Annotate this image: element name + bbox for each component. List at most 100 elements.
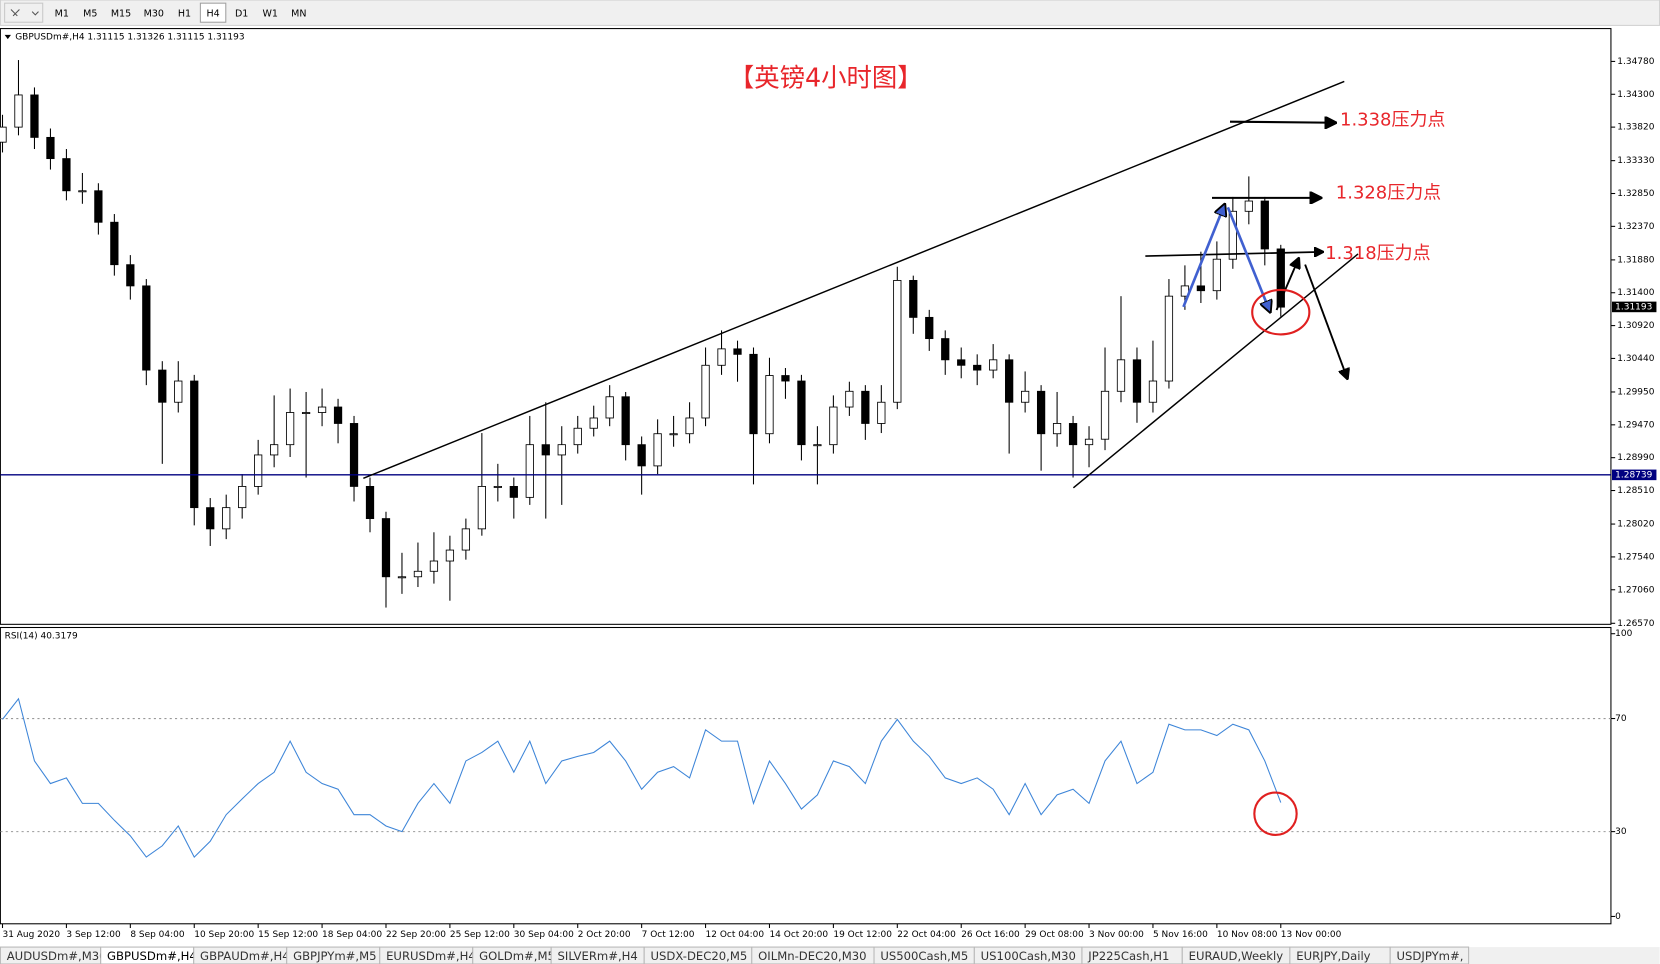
candle-body: [557, 444, 566, 456]
tab[interactable]: [1389, 946, 1470, 964]
timeframe-label[interactable]: D1: [235, 8, 248, 19]
timeframe-label[interactable]: H1: [178, 8, 191, 19]
candle-body: [30, 94, 39, 138]
candle-body: [701, 364, 710, 419]
candle-body: [285, 412, 295, 446]
price-pane: [0, 28, 1612, 625]
annotation: 1.328压力点: [1336, 183, 1441, 204]
candle-body: [717, 348, 726, 366]
tab-label[interactable]: GBPJPYm#,M5: [293, 949, 376, 963]
tab-label[interactable]: GBPAUDm#,H4: [200, 949, 290, 963]
price-tag-label: 1.28739: [1615, 470, 1652, 480]
candle-body: [541, 444, 550, 456]
y-tick-label: 1.33820: [1617, 123, 1654, 133]
candle-body: [957, 359, 966, 366]
tab-label[interactable]: GBPUSDm#,H4: [107, 949, 197, 963]
candle-body: [1196, 285, 1206, 292]
tab-label[interactable]: US500Cash,M5: [880, 949, 968, 963]
timeframe-button[interactable]: [286, 3, 312, 23]
tab-label[interactable]: EURAUD,Weekly: [1189, 949, 1284, 963]
rsi-pane: [0, 626, 1612, 925]
timeframe-label[interactable]: W1: [262, 8, 277, 19]
candle-body: [1244, 200, 1253, 212]
tab-label[interactable]: OILMn-DEC20,M30: [758, 949, 866, 963]
y-tick-label: 1.29950: [1617, 387, 1654, 397]
y-tick-label: 1.31400: [1617, 288, 1654, 298]
candle-body: [1005, 359, 1014, 403]
tool-icon[interactable]: [4, 2, 44, 23]
candle-body: [605, 396, 614, 419]
x-tick-label: 22 Oct 04:00: [897, 930, 956, 940]
tab-label[interactable]: SILVERm#,H4: [558, 949, 638, 963]
candle-body: [813, 444, 822, 447]
candle-body: [525, 444, 534, 498]
timeframe-label[interactable]: MN: [291, 8, 306, 19]
x-tick-label: 18 Sep 04:00: [322, 930, 382, 940]
candle-body: [62, 158, 71, 192]
y-tick-label: 1.33330: [1617, 156, 1654, 166]
timeframe-label[interactable]: H4: [206, 8, 219, 19]
timeframe-button[interactable]: [139, 3, 169, 23]
timeframe-button[interactable]: [257, 3, 283, 23]
arrow: [1304, 264, 1347, 379]
candle-body: [1164, 295, 1174, 382]
candle-body: [1276, 248, 1285, 308]
timeframe-label[interactable]: M15: [111, 8, 131, 19]
pane-marker: [4, 34, 11, 40]
candle-body: [222, 507, 231, 530]
tab-label[interactable]: JP225Cash,H1: [1087, 949, 1169, 963]
chart-header: GBPUSDm#,H4 1.31115 1.31326 1.31115 1.31…: [15, 33, 244, 43]
highlight-circle: [1251, 288, 1311, 336]
candle-body: [349, 423, 359, 487]
timeframe-label[interactable]: M30: [144, 8, 164, 19]
candle-body: [925, 316, 934, 340]
timeframe-button[interactable]: [106, 3, 136, 23]
candle-body: [0, 126, 7, 143]
candle-body: [765, 375, 774, 435]
candle-body: [589, 417, 598, 429]
trend-line: [363, 80, 1345, 479]
y-tick-label: 1.28990: [1617, 453, 1654, 463]
rsi-line: [2, 697, 1282, 858]
trend-line: [1072, 253, 1359, 489]
candle-body: [1068, 423, 1078, 446]
candle-body: [653, 433, 662, 467]
tab-label[interactable]: EURJPY,Daily: [1296, 949, 1370, 963]
candle-body: [158, 369, 167, 403]
arrow: [1275, 258, 1299, 311]
y-tick-label: 1.28510: [1617, 486, 1654, 496]
timeframe-label[interactable]: M1: [55, 8, 69, 19]
timeframe-button[interactable]: [77, 3, 104, 23]
price-tag: [1611, 301, 1657, 313]
timeframe-button[interactable]: [199, 2, 227, 23]
candle-body: [1212, 258, 1221, 292]
y-tick-label: 70: [1615, 714, 1627, 724]
candle-body: [493, 485, 502, 488]
x-tick-label: 7 Oct 12:00: [642, 930, 695, 940]
tab-label[interactable]: USDX-DEC20,M5: [651, 949, 748, 963]
y-tick-label: 1.34780: [1617, 57, 1654, 67]
candle-body: [797, 380, 806, 446]
x-tick-label: 10 Nov 08:00: [1217, 930, 1278, 940]
timeframe-button[interactable]: [228, 3, 255, 23]
candle-body: [1100, 390, 1110, 440]
y-tick-label: 30: [1615, 827, 1627, 837]
tab-label[interactable]: USDJPYm#,: [1397, 949, 1464, 963]
candle-body: [429, 560, 439, 572]
timeframe-label[interactable]: M5: [83, 8, 97, 19]
tab-label[interactable]: GOLDm#,M5: [479, 949, 555, 963]
tab-label[interactable]: AUDUSDm#,M30: [7, 949, 107, 963]
candle-body: [238, 485, 247, 509]
x-tick-label: 3 Nov 00:00: [1089, 930, 1144, 940]
candle-body: [877, 401, 886, 424]
candle-body: [845, 390, 854, 408]
tab-label[interactable]: EURUSDm#,H4: [386, 949, 476, 963]
y-tick-label: 1.30920: [1617, 321, 1654, 331]
tab-label[interactable]: US100Cash,M30: [981, 949, 1076, 963]
timeframe-button[interactable]: [171, 3, 198, 23]
x-tick-label: 19 Oct 12:00: [833, 930, 892, 940]
candle-body: [477, 485, 486, 530]
arrow: [1229, 122, 1336, 123]
timeframe-button[interactable]: [49, 3, 75, 23]
